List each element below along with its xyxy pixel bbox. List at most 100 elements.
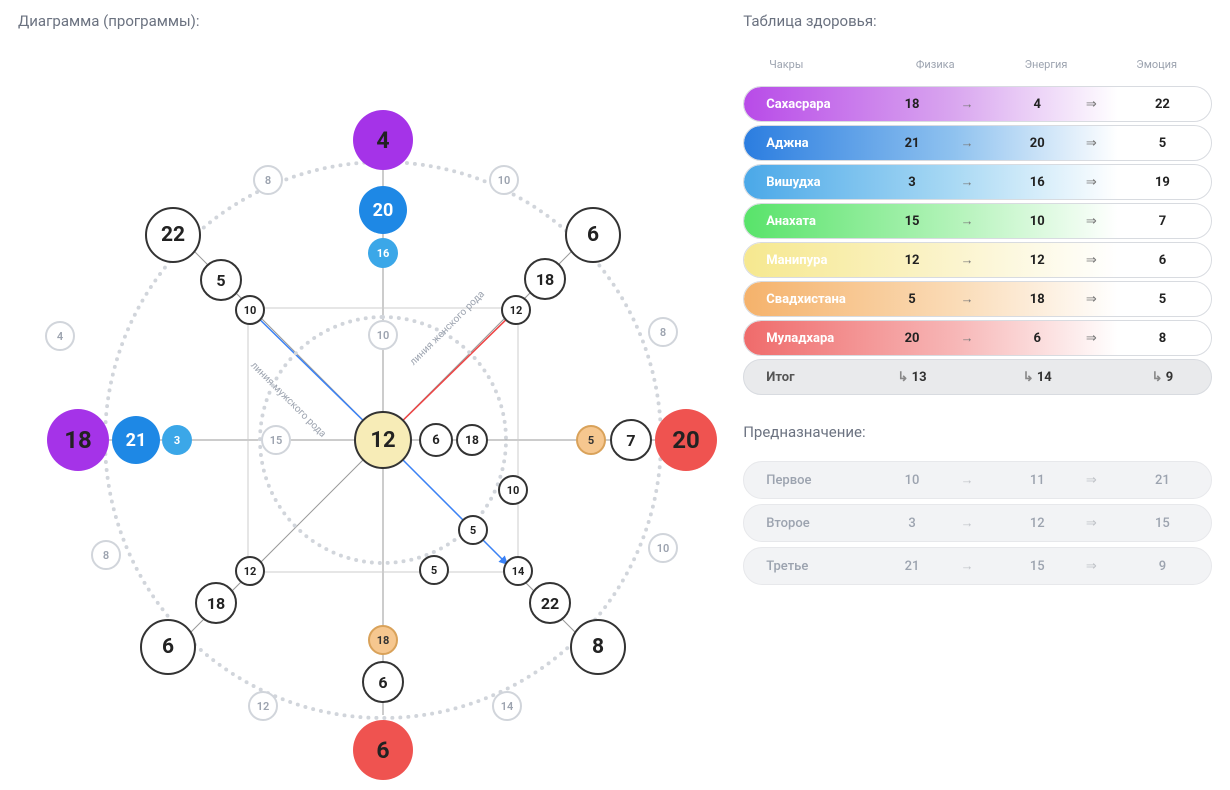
purpose-value: 9: [1114, 559, 1211, 574]
purpose-value: 21: [1114, 473, 1211, 488]
diagram-node: 12: [235, 556, 265, 586]
purpose-name: Первое: [744, 473, 863, 488]
diagram-node: 18: [524, 258, 566, 300]
diagram-node: 10: [235, 295, 265, 325]
health-value: 5: [863, 292, 960, 307]
health-row: Муладхара20→6⇒8: [743, 320, 1212, 356]
health-value: 5: [1114, 292, 1211, 307]
health-column-header: Эмоция: [1101, 58, 1212, 71]
diagram-title: Диаграмма (программы):: [18, 12, 713, 30]
health-row: Сахасрара18→4⇒22: [743, 86, 1212, 122]
health-table: ЧакрыФизикаЭнергияЭмоция Сахасрара18→4⇒2…: [743, 50, 1212, 395]
diagram-node: 5: [200, 259, 242, 301]
arrow-icon: ⇒: [1086, 253, 1114, 268]
arrow-icon: ⇒: [1086, 292, 1114, 307]
diagram-node: 6: [353, 720, 413, 780]
chakra-name: Анахата: [744, 214, 863, 229]
arrow-icon: ⇒: [1086, 214, 1114, 229]
arrow-icon: →: [961, 174, 989, 190]
chakra-name: Вишудха: [744, 175, 863, 190]
diagram-node: 18: [47, 409, 109, 471]
health-value: 20: [989, 136, 1086, 151]
total-value: ↳ 9: [1114, 370, 1211, 385]
health-column-header: Физика: [880, 58, 991, 71]
arrow-icon: ⇒: [1086, 473, 1114, 488]
arrow-icon: ⇒: [1086, 331, 1114, 346]
arrow-icon: →: [961, 291, 989, 307]
health-column-header: Чакры: [743, 58, 880, 71]
purpose-value: 15: [1114, 516, 1211, 531]
diagram-node: 20: [359, 186, 407, 234]
health-row: Аджна21→20⇒5: [743, 125, 1212, 161]
total-value: ↳ 13: [863, 370, 960, 385]
health-column-header: Энергия: [991, 58, 1102, 71]
diagram-node: 18: [368, 625, 398, 655]
health-total-row: Итог↳ 13↳ 14↳ 9: [743, 359, 1212, 395]
diagram-node: 6: [565, 207, 621, 263]
diagram-node: 12: [501, 295, 531, 325]
arrow-icon: →: [961, 213, 989, 229]
diagram-node: 14: [492, 691, 522, 721]
purpose-table: Первое10→11⇒21Второе3→12⇒15Третье21→15⇒9: [743, 461, 1212, 585]
purpose-value: 10: [863, 473, 960, 488]
health-value: 12: [863, 253, 960, 268]
health-value: 22: [1114, 97, 1211, 112]
diagram-node: 10: [648, 533, 678, 563]
health-value: 4: [989, 97, 1086, 112]
chakra-name: Манипура: [744, 253, 863, 268]
diagram-node: 4: [45, 321, 75, 351]
arrow-icon: →: [961, 472, 989, 488]
purpose-row: Второе3→12⇒15: [743, 504, 1212, 542]
purpose-value: 11: [989, 473, 1086, 488]
diagram-node: 6: [419, 423, 453, 457]
chakra-name: Аджна: [744, 136, 863, 151]
health-row: Анахата15→10⇒7: [743, 203, 1212, 239]
health-value: 3: [863, 175, 960, 190]
health-value: 15: [863, 214, 960, 229]
purpose-row: Третье21→15⇒9: [743, 547, 1212, 585]
diagram-node: 21: [112, 416, 160, 464]
diagram-node: 18: [195, 582, 237, 624]
health-title: Таблица здоровья:: [743, 12, 1212, 30]
health-row: Свадхистана5→18⇒5: [743, 281, 1212, 317]
diagram-node: 12: [354, 411, 412, 469]
health-value: 12: [989, 253, 1086, 268]
diagram-node: 6: [140, 619, 196, 675]
diagram-node: 6: [362, 661, 404, 703]
health-value: 5: [1114, 136, 1211, 151]
total-label: Итог: [744, 370, 863, 385]
health-value: 6: [1114, 253, 1211, 268]
arrow-icon: →: [961, 330, 989, 346]
diagram-node: 5: [576, 425, 606, 455]
diagram-node: 7: [610, 419, 652, 461]
diagram-node: 10: [368, 320, 398, 350]
diagram-node: 16: [368, 238, 398, 268]
diagram-node: 8: [570, 619, 626, 675]
health-value: 7: [1114, 214, 1211, 229]
arrow-icon: ⇒: [1086, 559, 1114, 574]
health-value: 8: [1114, 331, 1211, 346]
diagram-node: 5: [458, 515, 488, 545]
diagram-node: 8: [648, 317, 678, 347]
diagram-node: 14: [503, 556, 533, 586]
arrow-icon: ⇒: [1086, 516, 1114, 531]
diagram-node: 12: [248, 691, 278, 721]
diagram-node: 4: [353, 110, 413, 170]
chakra-name: Свадхистана: [744, 292, 863, 307]
purpose-name: Второе: [744, 516, 863, 531]
arrow-icon: →: [961, 135, 989, 151]
health-row: Вишудха3→16⇒19: [743, 164, 1212, 200]
arrow-icon: ⇒: [1086, 97, 1114, 112]
health-value: 6: [989, 331, 1086, 346]
diagram-node: 5: [419, 555, 449, 585]
arrow-icon: →: [961, 558, 989, 574]
purpose-row: Первое10→11⇒21: [743, 461, 1212, 499]
chakra-name: Сахасрара: [744, 97, 863, 112]
diagram-node: 8: [91, 540, 121, 570]
health-value: 21: [863, 136, 960, 151]
health-value: 20: [863, 331, 960, 346]
purpose-value: 21: [863, 559, 960, 574]
purpose-name: Третье: [744, 559, 863, 574]
chakra-name: Муладхара: [744, 331, 863, 346]
health-value: 10: [989, 214, 1086, 229]
